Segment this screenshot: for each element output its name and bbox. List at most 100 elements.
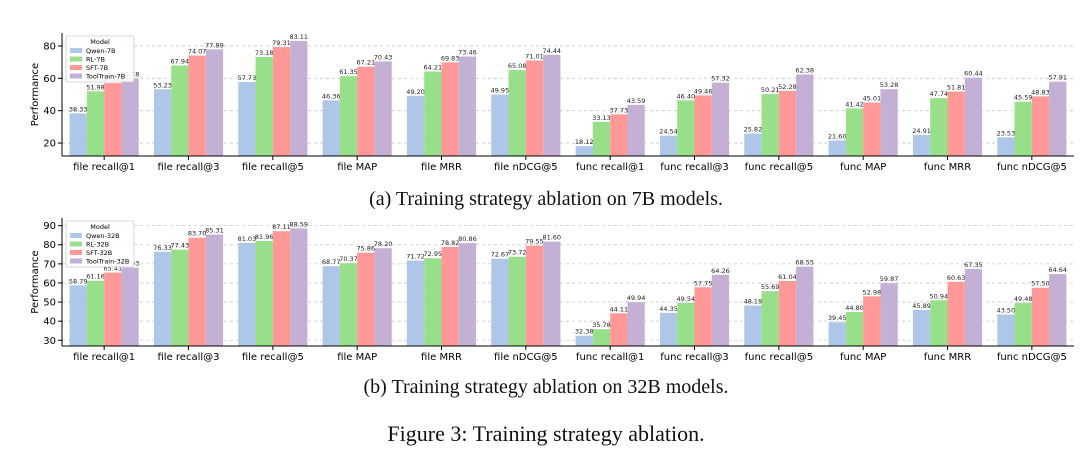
data-label: 77.89 [205,41,224,49]
data-label: 39.45 [828,314,847,322]
data-label: 85.31 [205,227,224,235]
data-label: 48.83 [1031,88,1050,96]
x-tick-label: func recall@5 [745,162,813,173]
data-label: 78.82 [441,239,460,247]
data-label: 57.50 [1031,280,1050,288]
bar [1049,274,1067,346]
data-label: 61.35 [339,68,358,76]
bar [322,266,340,346]
bar [828,322,846,346]
data-label: 60.63 [947,274,966,282]
legend-swatch [70,250,82,255]
bar [912,135,931,156]
legend-entry: RL-7B [86,56,105,64]
data-label: 81.96 [255,233,274,241]
legend-swatch [70,65,82,70]
data-label: 59.87 [880,275,899,283]
bar [677,100,695,156]
legend-box [65,35,135,83]
x-tick-label: file MAP [337,352,377,363]
data-label: 70.37 [339,255,358,263]
bar [610,114,628,156]
data-label: 79.31 [272,39,291,47]
bar [880,283,898,346]
x-tick-label: func recall@3 [660,162,728,173]
data-label: 81.60 [542,234,561,242]
bar [947,91,965,156]
data-label: 74.07 [188,48,207,56]
data-label: 53.28 [880,81,899,89]
x-tick-label: file recall@5 [242,162,304,173]
bar [694,287,712,346]
data-label: 79.55 [525,238,544,246]
bar [880,89,898,156]
bar [406,260,425,346]
caption-32b: (b) Training strategy ablation on 32B mo… [363,376,729,398]
data-label: 45.89 [912,302,931,310]
bar [458,243,477,346]
y-tick-label: 60 [43,74,56,85]
x-tick-label: file nDCG@5 [494,352,558,363]
bar [543,54,561,157]
legend-swatch [70,73,82,79]
y-axis-label: Performance [30,63,41,126]
data-label: 45.59 [1014,94,1033,102]
data-label: 87.11 [272,223,291,231]
data-label: 24.54 [659,128,678,136]
x-tick-label: func recall@1 [576,162,644,173]
y-tick-label: 20 [43,139,56,150]
bar [627,104,645,156]
data-label: 64.21 [424,64,443,72]
y-tick-label: 70 [43,259,56,270]
data-label: 50.94 [930,292,949,300]
bar [694,95,712,156]
data-label: 32.38 [575,328,594,336]
bar [711,82,730,156]
bar [171,249,189,346]
bar [188,55,206,157]
data-label: 72.95 [424,250,443,258]
x-tick-label: file MRR [421,352,462,363]
y-tick-label: 50 [43,298,56,309]
x-tick-label: func MAP [840,352,886,363]
bar [964,268,983,346]
bar [964,77,983,156]
data-label: 44.11 [610,305,629,313]
data-label: 77.43 [171,242,190,250]
x-tick-label: file recall@3 [158,352,220,363]
bar [997,314,1015,346]
data-label: 18.12 [575,138,594,146]
bar [69,113,87,156]
x-tick-label: func MAP [840,162,886,173]
bar [930,98,948,156]
bar [778,280,797,346]
bar [121,267,139,346]
data-label: 76.33 [153,244,172,252]
data-label: 49.54 [677,295,696,303]
bar [1014,101,1032,156]
legend-entry: RL-32B [86,241,109,249]
bar [912,309,931,346]
bar [711,274,730,346]
bar [238,81,256,156]
bar [828,140,846,156]
bar [374,248,392,346]
data-label: 61.16 [86,273,105,281]
bar [845,311,864,346]
data-label: 65.08 [508,62,527,70]
data-label: 51.98 [86,83,105,91]
bar [845,108,864,156]
data-label: 44.35 [659,305,678,313]
data-label: 88.59 [289,220,308,228]
data-label: 65.41 [104,265,123,273]
bar [339,263,358,346]
bar [86,280,105,346]
data-label: 52.28 [778,83,797,91]
y-tick-label: 80 [43,240,56,251]
data-label: 64.64 [1048,266,1067,274]
bar [997,137,1015,156]
bar [357,252,375,346]
y-tick-label: 80 [43,41,56,52]
bar [761,291,779,346]
